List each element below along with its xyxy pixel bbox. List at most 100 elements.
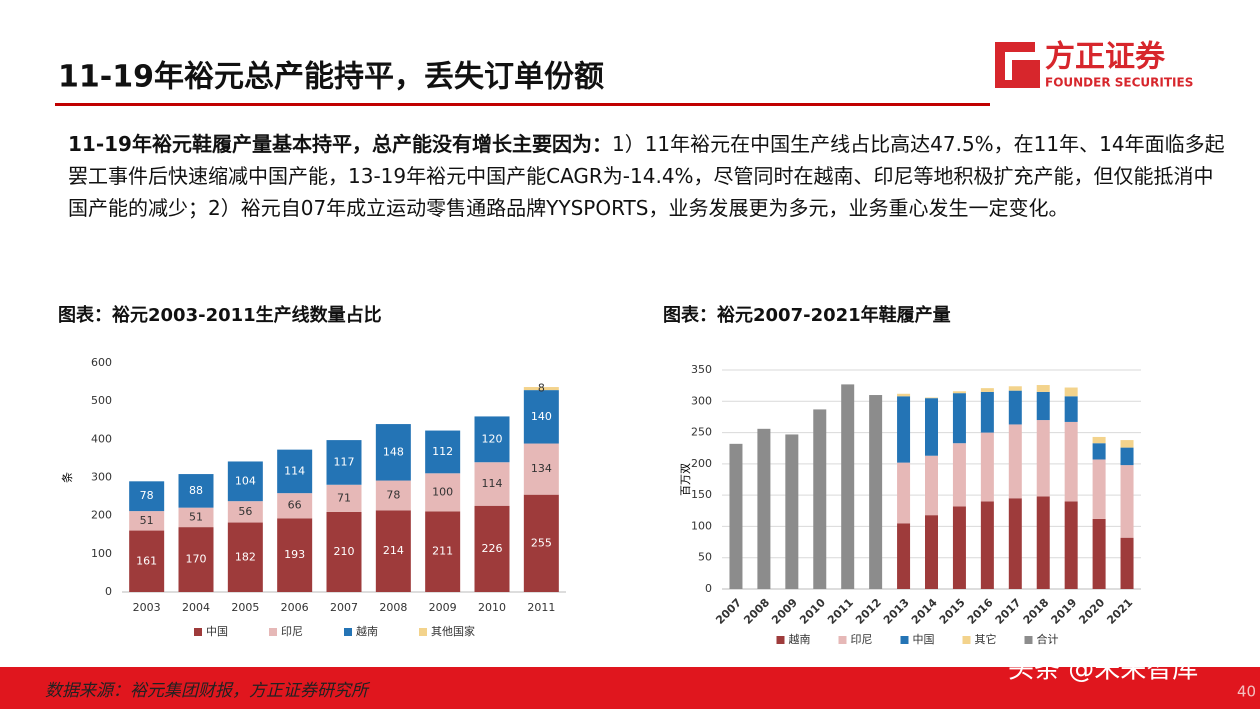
bar-segment — [523, 387, 559, 391]
bar-segment — [523, 443, 559, 495]
bar-segment — [523, 390, 559, 444]
x-tick-label: 2007 — [713, 596, 744, 627]
bar-segment — [952, 391, 966, 394]
x-tick-label: 2015 — [937, 596, 968, 627]
x-tick-label: 2009 — [769, 596, 800, 627]
data-label: 78 — [140, 489, 154, 502]
bar-segment — [1036, 496, 1050, 589]
data-label: 182 — [235, 550, 256, 563]
slide-title: 11-19年裕元总产能持平，丢失订单份额 — [58, 60, 604, 95]
logo-cn: 方正证券 — [1045, 40, 1166, 75]
data-label: 114 — [482, 477, 503, 490]
bar-segment — [1008, 424, 1022, 499]
x-tick-label: 2005 — [231, 601, 259, 614]
bar-segment — [425, 511, 461, 592]
bar-segment — [925, 398, 938, 456]
data-label: 117 — [334, 455, 355, 468]
chart-title: 图表：裕元2003-2011生产线数量占比 — [58, 304, 382, 326]
x-tick-label: 2008 — [379, 601, 407, 614]
body-rest: 1）11年裕元在中国生产线占比高达47.5%，在11年、14年面临多起罢工事件后… — [68, 132, 1225, 220]
legend-label: 其它 — [975, 632, 997, 646]
x-tick-label: 2004 — [182, 601, 210, 614]
page-number: 40 — [1237, 683, 1256, 701]
x-tick-label: 2020 — [1076, 596, 1107, 627]
data-label: 226 — [482, 542, 503, 555]
data-label: 114 — [284, 464, 305, 477]
bar-segment — [1064, 396, 1078, 422]
bar-segment — [326, 484, 362, 512]
bar-segment — [1036, 391, 1050, 421]
y-tick-label: 250 — [691, 426, 712, 439]
bar-segment — [897, 462, 911, 524]
data-label: 78 — [386, 488, 400, 501]
watermark: 头条 @未来智库 — [1008, 655, 1198, 685]
data-label: 210 — [334, 545, 355, 558]
data-label: 51 — [140, 514, 154, 527]
bar-segment — [178, 527, 214, 592]
bar-segment — [1064, 421, 1078, 502]
y-tick-label: 600 — [91, 356, 112, 369]
data-label: 161 — [136, 554, 157, 567]
data-label: 140 — [531, 410, 552, 423]
bar-segment — [841, 384, 855, 589]
y-tick-label: 100 — [91, 547, 112, 560]
bar-segment — [523, 494, 559, 592]
bar-segment — [375, 424, 411, 481]
legend-swatch — [344, 628, 352, 636]
legend-label: 中国 — [206, 625, 228, 638]
y-tick-label: 350 — [691, 363, 712, 376]
data-label: 51 — [189, 510, 203, 523]
y-tick-label: 150 — [691, 488, 712, 501]
data-label: 8 — [538, 382, 545, 395]
bar-segment — [952, 393, 966, 444]
data-label: 71 — [337, 491, 351, 504]
bar-segment — [474, 416, 510, 463]
bar-segment — [227, 501, 263, 523]
bar-segment — [178, 474, 214, 508]
bar-segment — [1092, 443, 1106, 460]
data-label: 193 — [284, 548, 305, 561]
legend-swatch — [419, 628, 427, 636]
logo-mark — [995, 42, 1040, 88]
bar-segment — [425, 430, 461, 474]
bar-segment — [952, 506, 966, 589]
bar-segment — [980, 391, 994, 433]
bar-segment — [980, 501, 994, 589]
y-axis-label: 百万双 — [679, 463, 692, 496]
x-tick-label: 2008 — [741, 596, 772, 627]
bar-segment — [1092, 436, 1106, 444]
bar-segment — [326, 440, 362, 485]
data-label: 66 — [288, 499, 302, 512]
y-tick-label: 300 — [91, 471, 112, 484]
title-rule — [55, 103, 990, 106]
data-label: 120 — [482, 432, 503, 445]
bar-segment — [375, 510, 411, 592]
legend-swatch — [900, 636, 909, 644]
data-label: 112 — [432, 445, 453, 458]
data-label: 255 — [531, 536, 552, 549]
bar-segment — [1120, 447, 1134, 466]
bar-segment — [980, 388, 994, 392]
x-tick-label: 2019 — [1049, 596, 1080, 627]
bar-segment — [1092, 459, 1106, 519]
bar-segment — [277, 449, 313, 494]
bar-segment — [925, 397, 938, 399]
legend-label: 中国 — [913, 633, 935, 646]
body-bold: 11-19年裕元鞋履产量基本持平，总产能没有增长主要因为： — [68, 132, 612, 156]
legend-label: 印尼 — [851, 633, 873, 646]
legend-label: 印尼 — [281, 625, 303, 638]
bar-segment — [1036, 420, 1050, 497]
y-tick-label: 0 — [705, 582, 712, 595]
bar-segment — [813, 409, 827, 589]
legend-swatch — [776, 636, 785, 644]
y-tick-label: 300 — [691, 394, 712, 407]
bar-segment — [227, 461, 263, 502]
bar-segment — [425, 473, 461, 512]
bar-segment — [897, 396, 911, 463]
logo-en: FOUNDER SECURITIES — [1045, 76, 1193, 90]
bar-segment — [178, 507, 214, 528]
data-label: 211 — [432, 545, 453, 558]
source: 数据来源：裕元集团财报，方正证券研究所 — [45, 681, 371, 701]
y-tick-label: 500 — [91, 394, 112, 407]
